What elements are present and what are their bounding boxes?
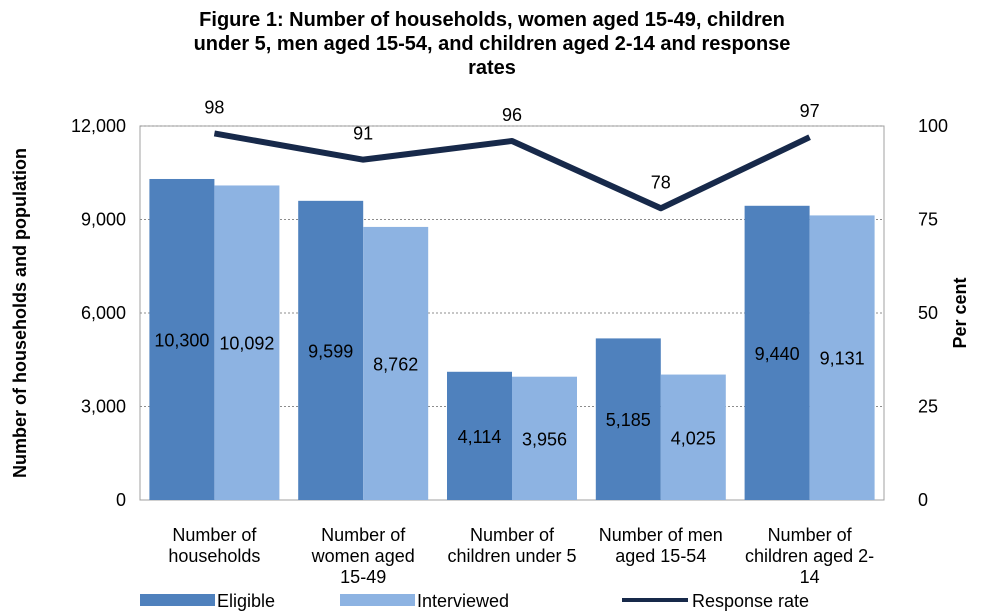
category-label: Number of households [168, 525, 260, 566]
category-label-line: children under 5 [447, 546, 576, 566]
bar-data-label: 9,131 [820, 349, 865, 369]
legend: Eligible Interviewed Response rate [140, 591, 809, 611]
y-axis-title: Number of households and population [10, 148, 30, 478]
bar-data-label: 4,114 [458, 427, 502, 447]
line-data-label: 96 [502, 105, 522, 125]
bar-interviewed [214, 185, 280, 500]
bar-data-label: 4,025 [671, 428, 716, 448]
y2-tick-label: 25 [918, 397, 938, 417]
legend-label: Interviewed [417, 591, 509, 611]
legend-swatch [340, 594, 415, 606]
category-label-line: Number of [768, 525, 853, 545]
chart-title-line: Figure 1: Number of households, women ag… [199, 9, 785, 31]
y-tick-label: 0 [116, 490, 126, 510]
axes: 0 3,000 6,000 9,000 12,000 0 25 50 75 100 Number o… [10, 116, 970, 587]
y-tick-label: 9,000 [81, 210, 126, 230]
bar-data-label: 10,092 [219, 334, 274, 354]
category-label-line: aged 15-54 [615, 546, 706, 566]
y2-tick-label: 0 [918, 490, 928, 510]
y-tick-label: 3,000 [81, 397, 126, 417]
y2-axis-title: Per cent [950, 277, 970, 348]
response-rate-line [213, 130, 811, 212]
category-label: Number of children aged 2-14 [745, 525, 874, 587]
legend-label: Eligible [217, 591, 275, 611]
category-label-line: households [168, 546, 260, 566]
bar-interviewed [512, 376, 577, 500]
bar-eligible [744, 205, 810, 500]
bar-data-label: 8,762 [373, 354, 418, 374]
legend-swatch [140, 594, 215, 606]
line-data-label: 98 [204, 97, 224, 117]
line-data-label: 97 [800, 101, 820, 121]
y2-tick-label: 50 [918, 303, 938, 323]
data-labels: 10,300 9,599 4,114 5,185 9,440 10,092 8,762 3,9… [154, 97, 864, 449]
y-tick-label: 6,000 [81, 303, 126, 323]
bar-data-label: 3,956 [522, 429, 567, 449]
bar-interviewed [660, 374, 726, 500]
bar-data-label: 9,440 [755, 344, 800, 364]
bar-interviewed [809, 215, 875, 500]
bar-data-label: 5,185 [606, 410, 651, 430]
bar-data-label: 10,300 [154, 330, 209, 350]
category-label-line: Number of [321, 525, 406, 545]
category-label-line: children aged 2- [745, 546, 874, 566]
legend-label: Response rate [692, 591, 809, 611]
response-rate-line-group [213, 130, 811, 212]
bar-data-label: 9,599 [308, 341, 353, 361]
y2-tick-label: 100 [918, 116, 948, 136]
bar-eligible [298, 200, 364, 500]
chart-title-line: under 5, men aged 15-54, and children ag… [193, 33, 791, 55]
category-label: Number of men aged 15-54 [599, 525, 723, 566]
bar-eligible [149, 178, 215, 500]
category-label: Number of children under 5 [447, 525, 576, 566]
category-label-line: Number of men [599, 525, 723, 545]
category-label-line: Number of [172, 525, 257, 545]
bar-eligible [447, 371, 512, 500]
line-data-label: 91 [353, 124, 373, 144]
category-label-line: 15-49 [340, 567, 386, 587]
y-tick-label: 12,000 [71, 116, 126, 136]
y2-tick-label: 75 [918, 210, 938, 230]
bar-interviewed [363, 226, 429, 500]
line-data-label: 78 [651, 172, 671, 192]
category-label: Number of women aged 15-49 [311, 525, 415, 587]
bar-eligible [595, 338, 661, 500]
category-label-line: 14 [800, 567, 820, 587]
category-label-line: Number of [470, 525, 555, 545]
chart-title: Figure 1: Number of households, women ag… [0, 8, 984, 80]
bars [149, 178, 875, 500]
category-label-line: women aged [311, 546, 415, 566]
chart-title-line: rates [468, 57, 516, 79]
